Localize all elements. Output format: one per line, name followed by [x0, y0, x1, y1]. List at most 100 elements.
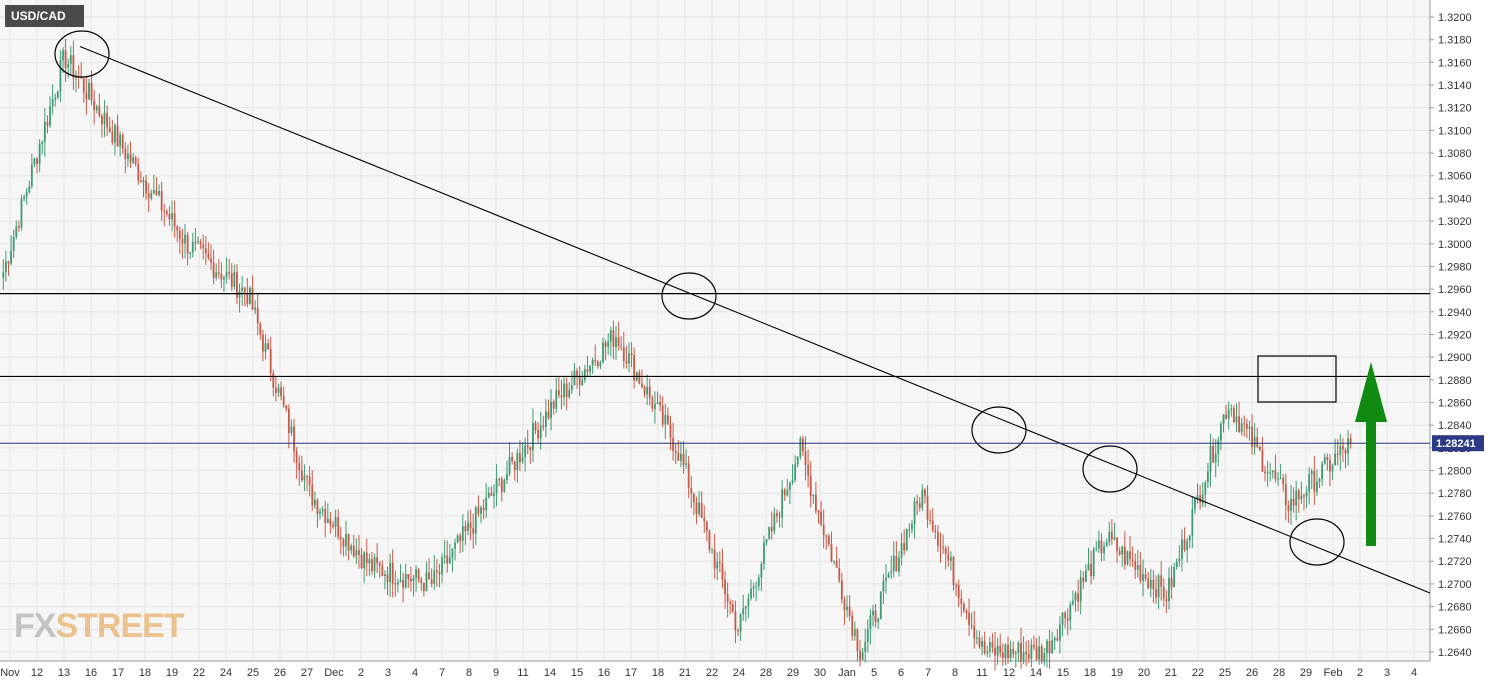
candle-body — [54, 97, 57, 99]
candle-body — [236, 271, 238, 298]
candle-body — [781, 489, 784, 518]
candle-body — [874, 610, 877, 622]
x-tick-label: 21 — [679, 667, 691, 679]
candle-body — [30, 164, 33, 187]
x-tick-label: 7 — [925, 667, 931, 679]
y-tick-label: 1.2880 — [1438, 375, 1472, 387]
candle-body — [1090, 563, 1092, 577]
candle-body — [895, 555, 898, 572]
candle-body — [952, 557, 955, 586]
candle-body — [1282, 478, 1285, 485]
candles — [2, 39, 1352, 671]
candle-body — [59, 60, 62, 92]
candle-body — [459, 535, 462, 542]
candle-body — [508, 456, 511, 474]
candle-body — [1082, 577, 1085, 582]
candle-body — [776, 513, 778, 517]
candle-body — [913, 501, 916, 525]
candle-body — [378, 563, 381, 566]
candle-body — [846, 606, 848, 611]
candle-body — [726, 594, 729, 602]
candle-body — [147, 193, 150, 199]
candle-body — [373, 557, 376, 572]
candle-body — [1243, 423, 1246, 425]
candle-body — [1079, 577, 1082, 602]
candle-body — [417, 569, 420, 580]
candle-body — [1051, 640, 1054, 654]
candle-body — [139, 180, 142, 183]
candle-body — [197, 241, 199, 243]
candle-body — [409, 578, 412, 582]
candle-body — [602, 342, 604, 363]
y-tick-label: 1.2980 — [1438, 261, 1472, 273]
candle-body — [402, 580, 405, 588]
candle-body — [433, 570, 436, 584]
candle-body — [864, 641, 867, 652]
candle-body — [103, 112, 106, 125]
candle-body — [622, 347, 625, 361]
candle-body — [1248, 426, 1251, 429]
candle-body — [303, 475, 306, 481]
x-tick-label: 8 — [466, 667, 472, 679]
candle-body — [703, 517, 706, 522]
candle-body — [262, 334, 264, 352]
candle-body — [1030, 644, 1033, 659]
candle-body — [1295, 490, 1298, 506]
y-tick-label: 1.2660 — [1438, 624, 1472, 636]
candle-body — [332, 525, 334, 527]
candle-body — [160, 190, 163, 211]
candle-body — [1318, 479, 1321, 482]
candle-body — [329, 518, 332, 526]
candle-body — [415, 569, 417, 578]
candle-body — [630, 353, 633, 355]
y-tick-label: 1.3060 — [1438, 171, 1472, 183]
candle-body — [46, 121, 49, 126]
x-tick-label: 29 — [787, 667, 799, 679]
candle-body — [498, 478, 501, 480]
candle-body — [747, 598, 750, 607]
candle-body — [165, 211, 168, 214]
x-tick-label: 9 — [493, 667, 499, 679]
candle-body — [794, 464, 797, 480]
candle-body — [1303, 495, 1305, 497]
candle-body — [1121, 546, 1124, 555]
candle-body — [643, 386, 646, 395]
candle-body — [15, 226, 18, 238]
candle-body — [524, 445, 527, 458]
candle-body — [264, 343, 267, 352]
candle-body — [1191, 509, 1194, 536]
candle-body — [321, 509, 324, 512]
x-tick-label: 15 — [1057, 667, 1069, 679]
candle-body — [1157, 575, 1160, 598]
candle-body — [1245, 424, 1248, 429]
candle-body — [1084, 570, 1087, 582]
candle-body — [1256, 436, 1259, 447]
x-tick-label: 22 — [193, 667, 205, 679]
candle-body — [381, 565, 384, 576]
candle-body — [1308, 474, 1311, 493]
x-tick-label: 4 — [412, 667, 418, 679]
candle-body — [560, 395, 563, 398]
x-tick-label: 12 — [1003, 667, 1015, 679]
candle-body — [638, 372, 641, 384]
watermark-street: STREET — [55, 607, 184, 645]
candle-body — [220, 273, 223, 280]
candle-body — [692, 493, 695, 503]
candle-body — [526, 445, 529, 447]
candle-body — [677, 452, 680, 461]
candle-body — [1160, 575, 1163, 587]
candle-body — [700, 502, 703, 518]
x-tick-label: 14 — [1030, 667, 1042, 679]
candle-body — [64, 50, 67, 68]
candle-body — [114, 125, 116, 143]
candle-body — [51, 98, 54, 107]
candle-body — [1279, 478, 1282, 480]
candle-body — [1129, 551, 1131, 560]
x-tick-label: 19 — [166, 667, 178, 679]
candle-body — [604, 342, 607, 347]
y-tick-label: 1.3140 — [1438, 80, 1472, 92]
candle-body — [926, 495, 929, 520]
candle-body — [978, 637, 981, 647]
candle-body — [404, 574, 407, 588]
